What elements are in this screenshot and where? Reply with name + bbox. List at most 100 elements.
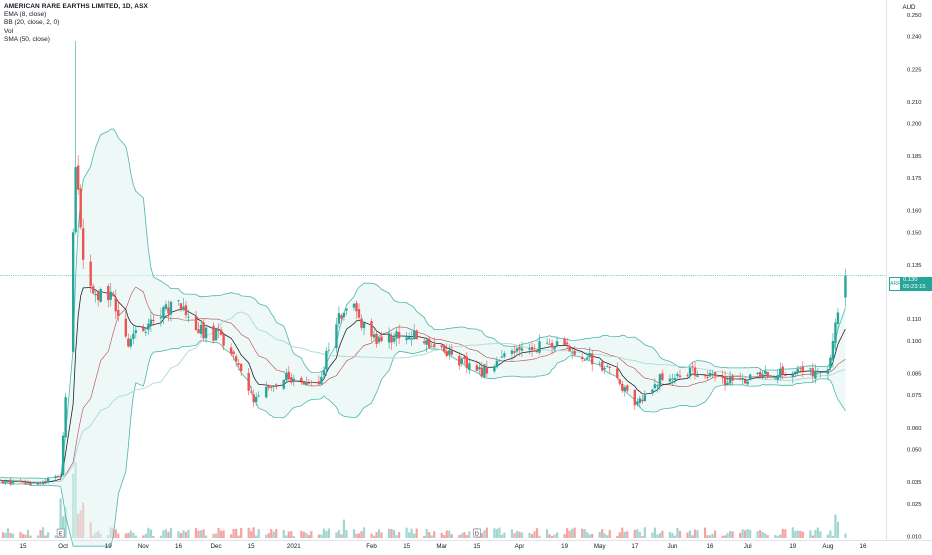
volume-bar (287, 531, 290, 538)
candle-body (819, 371, 822, 373)
candle-body (99, 289, 102, 303)
candle-body (64, 397, 67, 438)
volume-bar (257, 529, 260, 538)
candle-body (360, 318, 363, 328)
volume-bar (480, 533, 483, 538)
candle-body (142, 327, 145, 332)
ticker-tag: ARR (889, 277, 901, 291)
volume-bar (24, 534, 27, 538)
volume-bar (581, 528, 584, 538)
volume-bar (21, 534, 25, 538)
indicator-vol[interactable]: Vol (4, 27, 14, 35)
candle-body (149, 319, 153, 326)
candle-body (89, 261, 92, 287)
candle-body (676, 373, 679, 376)
candle-body (445, 351, 448, 357)
candle-body (92, 286, 95, 294)
candle-body (337, 313, 341, 324)
candle-body (217, 330, 220, 331)
candle-body (563, 338, 566, 346)
current-price-badge: ARR 0.130 05:23:15 (889, 277, 932, 291)
volume-bar (741, 529, 744, 538)
volume-bar (310, 531, 313, 538)
volume-bar (468, 531, 471, 538)
time-tick-label: Aug (822, 543, 834, 550)
candle-body (164, 304, 168, 309)
candle-body (310, 381, 313, 383)
volume-bar (194, 528, 198, 538)
volume-bar (182, 530, 185, 538)
candle-body (109, 291, 112, 300)
volume-bar (340, 534, 343, 538)
time-tick-label: 17 (631, 543, 638, 550)
volume-bar (776, 535, 779, 538)
candle-body (405, 337, 408, 341)
candle-body (678, 375, 682, 378)
candle-body (801, 366, 805, 371)
volume-bar (606, 535, 609, 538)
volume-bar (676, 527, 679, 538)
volume-bar (756, 531, 759, 538)
candle-body (112, 294, 115, 297)
time-tick-label: Jun (667, 543, 678, 550)
volume-bar (759, 530, 762, 538)
volume-bar (721, 535, 724, 538)
candle-body (380, 336, 383, 341)
candle-body (741, 378, 744, 380)
volume-bar (711, 533, 714, 538)
volume-bar (498, 527, 501, 538)
volume-bar (152, 535, 155, 538)
volume-bar (127, 532, 130, 538)
candle-body (756, 372, 759, 374)
candle-body (811, 368, 815, 377)
indicator-sma[interactable]: SMA (50, close) (4, 35, 50, 43)
candle-body (829, 357, 832, 369)
volume-bar (322, 528, 325, 538)
volume-bar (413, 533, 416, 538)
candle-body (443, 346, 446, 352)
candle-body (117, 310, 120, 317)
candle-body (302, 381, 306, 385)
volume-bar (764, 533, 767, 538)
volume-bar (217, 528, 220, 538)
event-marker[interactable] (56, 528, 65, 538)
time-tick-label: Apr (515, 543, 525, 550)
candle-body (450, 350, 453, 355)
price-tick-label: 0.100 (907, 339, 922, 345)
volume-bar (816, 527, 819, 538)
volume-bar (285, 535, 288, 538)
candle-body (81, 228, 85, 260)
time-tick-label: Oct (58, 543, 68, 550)
volume-bar (723, 535, 727, 538)
volume-bar (530, 534, 534, 538)
candle-body (275, 384, 278, 387)
volume-bar (566, 528, 569, 538)
volume-bar (796, 530, 799, 538)
candle-body (784, 375, 787, 376)
candle-body (656, 385, 659, 387)
volume-bar (252, 527, 255, 538)
volume-bar (826, 534, 829, 538)
candle-body (723, 376, 727, 385)
volume-bar (586, 532, 589, 538)
volume-bar (212, 533, 215, 538)
candle-body (59, 476, 62, 477)
candle-body (177, 300, 180, 302)
candle-body (317, 381, 321, 385)
indicator-ema[interactable]: EMA (8, close) (4, 11, 47, 19)
candle-body (603, 367, 606, 370)
price-tick-label: 0.050 (907, 448, 922, 454)
volume-bar (784, 529, 787, 538)
event-marker[interactable] (473, 528, 481, 538)
volume-bar (801, 531, 804, 538)
candle-body (194, 316, 198, 331)
candle-body (204, 327, 208, 339)
indicator-bb[interactable]: BB (20, close, 2, 0) (4, 19, 60, 27)
candle-body (550, 342, 554, 348)
candle-body (292, 378, 296, 382)
volume-bar (601, 529, 604, 538)
candle-body (721, 375, 724, 379)
candle-body (430, 346, 433, 348)
